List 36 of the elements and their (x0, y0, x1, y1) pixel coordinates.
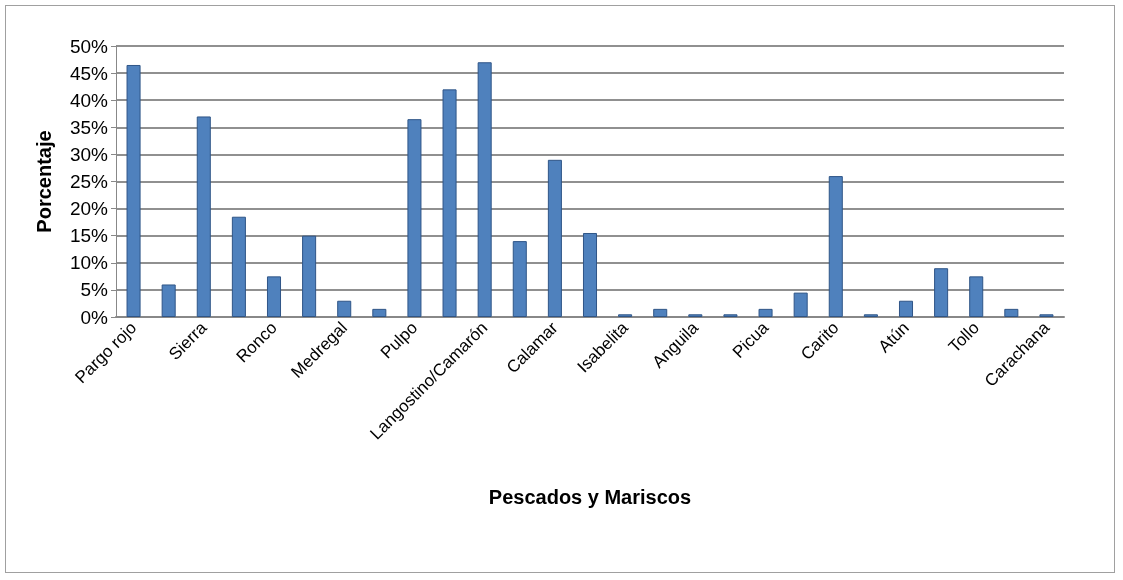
bar (969, 276, 984, 317)
y-tick-label: 45% (69, 62, 109, 84)
bar (934, 268, 949, 317)
x-axis-title: Pescados y Mariscos (488, 486, 692, 508)
bar (898, 300, 914, 317)
bar (1004, 308, 1019, 317)
y-tick-label: 10% (69, 252, 109, 274)
bar (828, 176, 843, 317)
bar (337, 300, 352, 317)
bar (653, 308, 668, 317)
y-tick-label: 25% (69, 171, 109, 192)
y-tick-label: 40% (69, 89, 109, 111)
bar (372, 308, 387, 317)
bar (477, 62, 492, 317)
x-tick-label: Tollo (944, 318, 983, 357)
y-tick-label: 50% (69, 35, 109, 57)
y-tick-label: 20% (69, 198, 109, 220)
bar (793, 292, 808, 317)
y-tick-label: 0% (80, 306, 109, 328)
bar (582, 232, 598, 317)
y-tick-label: 5% (80, 279, 109, 301)
bar (196, 116, 211, 317)
bar (407, 119, 422, 317)
bar (231, 216, 246, 317)
y-axis-title: Porcentaje (33, 130, 55, 233)
y-tick-label: 30% (69, 143, 109, 165)
bar (442, 89, 457, 317)
y-tick-label: 15% (69, 225, 109, 247)
bar (266, 276, 282, 317)
bar (547, 159, 562, 317)
bar (302, 235, 317, 317)
bar (126, 64, 141, 317)
bar (512, 241, 527, 317)
bar (758, 308, 773, 317)
y-tick-label: 35% (69, 116, 109, 138)
bar (161, 284, 176, 317)
